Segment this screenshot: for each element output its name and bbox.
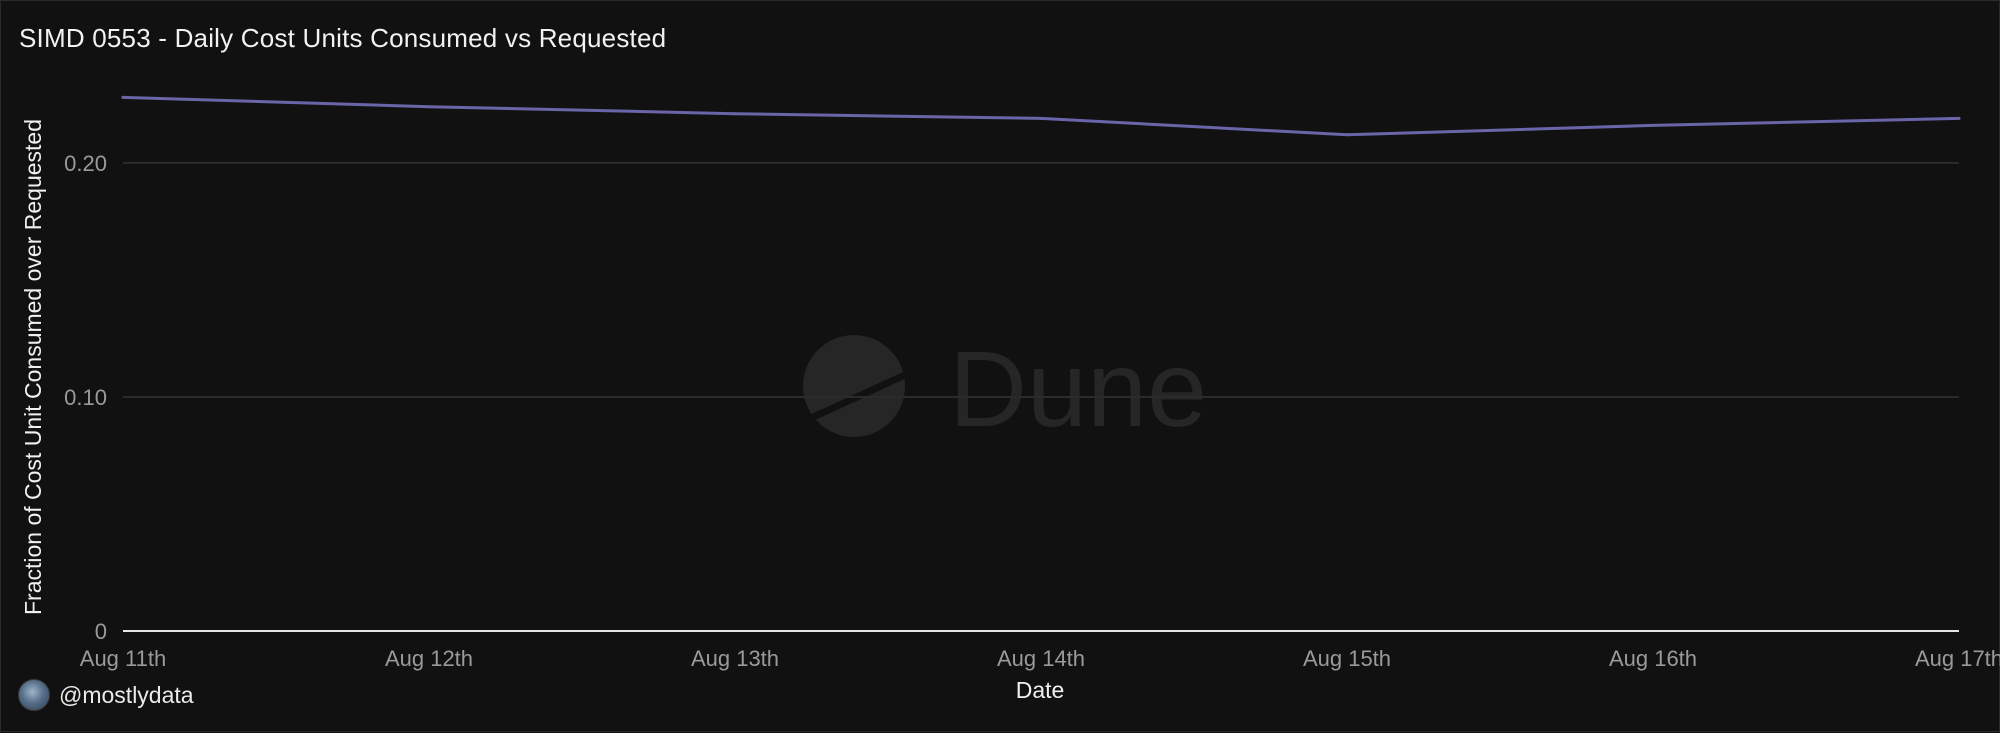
- y-tick-label: 0.20: [64, 151, 107, 176]
- x-tick-label: Aug 15th: [1303, 646, 1391, 671]
- x-tick-label: Aug 12th: [385, 646, 473, 671]
- x-tick-label: Aug 14th: [997, 646, 1085, 671]
- attribution: @mostlydata: [18, 679, 194, 711]
- x-tick-label: Aug 11th: [80, 646, 166, 671]
- data-point: [1345, 133, 1349, 137]
- data-point: [427, 105, 431, 109]
- data-point: [1039, 116, 1043, 120]
- dune-logo-icon: [803, 335, 905, 437]
- x-axis-title: Date: [1016, 677, 1065, 703]
- dune-watermark: Dune: [803, 328, 1207, 449]
- watermark-text: Dune: [949, 328, 1207, 449]
- x-tick-label: Aug 17th: [1915, 646, 2000, 671]
- data-point: [121, 95, 125, 99]
- chart-title: SIMD 0553 - Daily Cost Units Consumed vs…: [19, 23, 667, 53]
- data-point: [1651, 123, 1655, 127]
- x-tick-label: Aug 13th: [691, 646, 779, 671]
- y-tick-label: 0.10: [64, 385, 107, 410]
- data-point: [1957, 116, 1961, 120]
- y-axis-title: Fraction of Cost Unit Consumed over Requ…: [20, 119, 46, 615]
- author-handle: @mostlydata: [59, 681, 194, 708]
- avatar: [18, 679, 50, 711]
- series-line: [121, 95, 1961, 137]
- x-tick-label: Aug 16th: [1609, 646, 1697, 671]
- y-tick-label: 0: [95, 619, 107, 644]
- data-point: [733, 112, 737, 116]
